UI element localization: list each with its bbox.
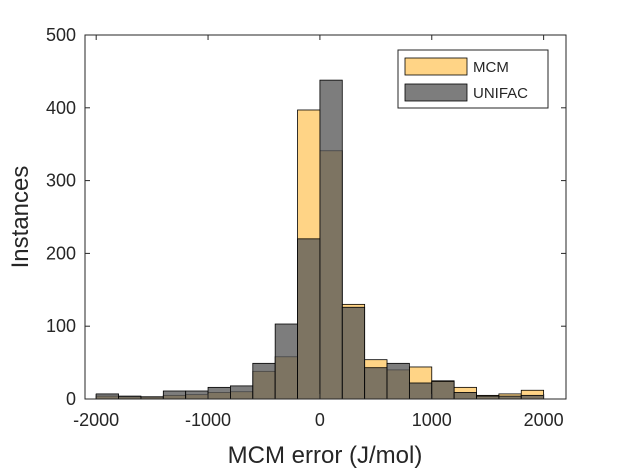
x-tick-label-3: 1000 (412, 410, 452, 430)
legend: MCM UNIFAC (397, 49, 549, 109)
y-axis-title: Instances (7, 166, 34, 269)
bar-unifac-6 (230, 385, 254, 400)
bar-unifac-4 (185, 390, 209, 400)
x-tick-label-0: -2000 (73, 410, 119, 430)
bar-unifac-15 (431, 381, 455, 400)
y-tick-label-4: 400 (46, 98, 76, 118)
bars-group (95, 79, 545, 400)
y-tick-label-3: 300 (46, 171, 76, 191)
bar-unifac-7 (252, 362, 276, 400)
y-tick-label-5: 500 (46, 25, 76, 45)
x-tick-label-4: 2000 (524, 410, 564, 430)
legend-label-unifac: UNIFAC (473, 85, 528, 102)
bar-unifac-12 (364, 367, 388, 400)
axes-box (84, 34, 567, 400)
bar-unifac-9 (297, 238, 321, 400)
bar-unifac-16 (453, 392, 477, 400)
x-tick-label-1: -1000 (185, 410, 231, 430)
y-tick-label-1: 100 (46, 316, 76, 336)
bar-unifac-10 (319, 79, 343, 400)
legend-swatch-unifac (404, 83, 468, 102)
y-tick-label-0: 0 (66, 389, 76, 409)
bar-unifac-14 (408, 382, 433, 400)
bar-unifac-3 (162, 390, 187, 400)
x-tick-label-2: 0 (315, 410, 325, 430)
bar-unifac-13 (386, 362, 410, 400)
bar-unifac-19 (520, 394, 545, 400)
legend-swatch-mcm (404, 57, 468, 76)
bar-unifac-8 (274, 323, 298, 400)
axes-group: -2000 -1000 0 1000 2000 0 100 200 300 400 500 (46, 25, 567, 430)
bar-unifac-5 (207, 386, 231, 400)
bar-unifac-0 (95, 393, 119, 400)
y-tick-label-2: 200 (46, 243, 76, 263)
x-axis-title: MCM error (J/mol) (228, 442, 423, 469)
legend-label-mcm: MCM (473, 59, 509, 76)
bar-unifac-11 (341, 306, 366, 400)
